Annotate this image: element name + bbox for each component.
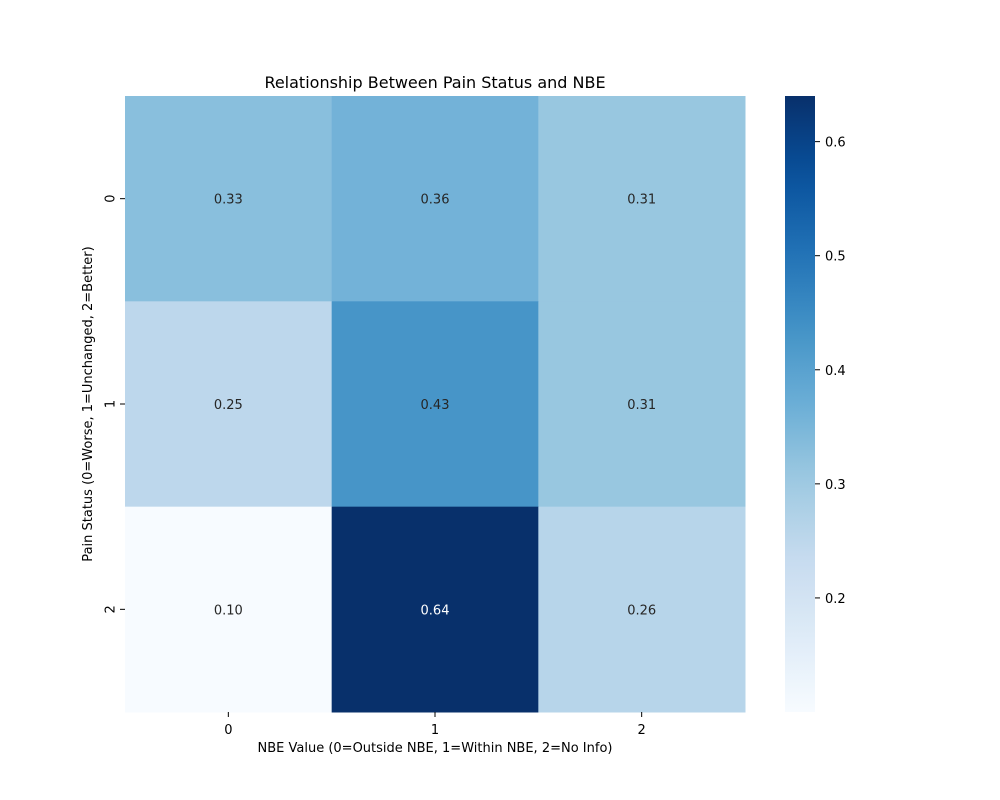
colorbar-tick-label: 0.3 [825, 478, 846, 493]
y-tick-label: 2 [104, 605, 119, 613]
heatmap-cell [538, 96, 746, 302]
heatmap-cell [125, 96, 333, 302]
heatmap-cell [538, 506, 746, 713]
heatmap-cell [331, 506, 539, 713]
heatmap-cells: 0.33 0.36 0.31 0.25 0.43 0.31 0.10 0.64 0.26 [125, 96, 746, 713]
heatmap-cell-label: 0.31 [627, 398, 656, 413]
colorbar-tick-label: 0.6 [825, 136, 846, 151]
x-tick-label: 2 [638, 723, 646, 738]
heatmap-cell-label: 0.25 [214, 398, 243, 413]
heatmap-cell-label: 0.31 [627, 193, 656, 208]
y-axis-label: Pain Status (0=Worse, 1=Unchanged, 2=Bet… [81, 246, 96, 561]
heatmap-cell [125, 506, 333, 713]
colorbar-ticks: 0.2 0.3 0.4 0.5 0.6 [815, 136, 846, 607]
colorbar-tick-label: 0.2 [825, 592, 846, 607]
y-axis-ticks: 0 1 2 [104, 195, 125, 613]
y-tick-label: 1 [104, 400, 119, 408]
heatmap-cell [125, 301, 333, 508]
colorbar-tick-label: 0.4 [825, 364, 846, 379]
colorbar-gradient [785, 96, 815, 712]
colorbar-tick-label: 0.5 [825, 250, 846, 265]
x-axis-label: NBE Value (0=Outside NBE, 1=Within NBE, … [258, 741, 613, 756]
heatmap-cell [331, 96, 539, 302]
x-tick-label: 0 [224, 723, 232, 738]
heatmap-cell [331, 301, 539, 508]
heatmap-cell-label: 0.10 [214, 603, 243, 618]
heatmap-cell [538, 301, 746, 508]
heatmap-cell-label: 0.36 [421, 193, 450, 208]
heatmap-cell-label: 0.43 [421, 398, 450, 413]
y-tick-label: 0 [104, 195, 119, 203]
chart-title: Relationship Between Pain Status and NBE [264, 73, 605, 92]
colorbar: 0.2 0.3 0.4 0.5 0.6 [785, 96, 846, 712]
x-axis-ticks: 0 1 2 [224, 712, 646, 738]
x-tick-label: 1 [431, 723, 439, 738]
heatmap-cell-label: 0.64 [421, 603, 450, 618]
heatmap-cell-label: 0.26 [627, 603, 656, 618]
heatmap-cell-label: 0.33 [214, 193, 243, 208]
